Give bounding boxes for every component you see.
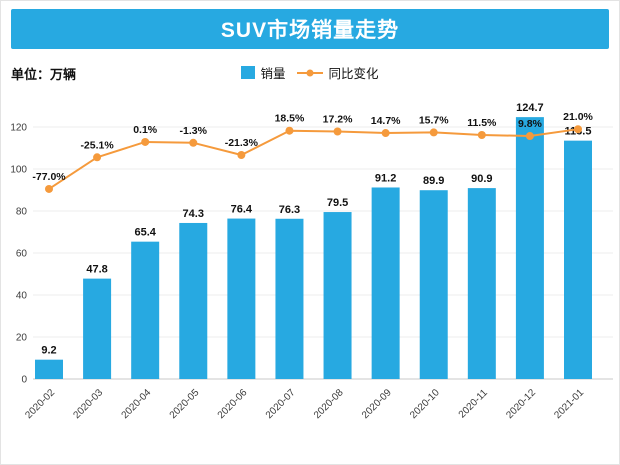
y-axis-label: 0 <box>21 375 27 386</box>
yoy-marker <box>141 137 150 146</box>
y-axis-label: 120 <box>10 123 27 134</box>
sales-legend-label: 销量 <box>260 67 286 81</box>
unit-label: 单位：万辆 <box>11 67 77 82</box>
sales-value-label: 76.4 <box>231 204 253 216</box>
yoy-value-label: 15.7% <box>419 114 449 126</box>
x-axis-label: 2021-01 <box>552 387 586 421</box>
x-axis-label: 2020-10 <box>408 387 442 421</box>
yoy-value-label: -25.1% <box>80 139 114 151</box>
x-axis-label: 2020-08 <box>312 387 346 421</box>
meta-row: 单位：万辆 销量 同比变化 <box>1 61 619 85</box>
x-axis-label: 2020-04 <box>120 387 154 421</box>
yoy-value-label: 21.0% <box>563 111 593 123</box>
yoy-marker <box>45 184 53 193</box>
yoy-legend-label: 同比变化 <box>328 67 379 81</box>
yoy-marker <box>525 132 534 141</box>
x-axis-label: 2020-03 <box>71 387 105 421</box>
suv-sales-chart: 0 20 40 60 80 100 120 9.2 47.8 65.4 74.3 76.4 76.3 79… <box>10 102 613 421</box>
sales-value-label: 9.2 <box>41 345 56 357</box>
y-axis-label: 20 <box>16 333 28 344</box>
sales-bar <box>419 190 448 379</box>
legend-item-sales: 销量 <box>241 63 286 82</box>
yoy-marker <box>381 129 390 138</box>
x-axis-label: 2020-05 <box>168 387 202 421</box>
yoy-marker <box>574 125 582 134</box>
yoy-value-label: 18.5% <box>275 113 305 125</box>
sales-bar <box>564 140 592 379</box>
x-axis-label: 2020-11 <box>457 387 491 421</box>
yoy-value-label: -77.0% <box>32 171 66 183</box>
chart-legend: 销量 同比变化 <box>1 63 619 82</box>
y-axis-label: 60 <box>16 249 28 260</box>
yoy-value-label: 17.2% <box>323 114 353 126</box>
sales-bar <box>467 188 496 379</box>
yoy-value-label: 11.5% <box>467 117 497 129</box>
sales-bar <box>323 212 352 379</box>
yoy-marker <box>285 126 294 135</box>
x-axis-label: 2020-06 <box>216 387 250 421</box>
yoy-marker <box>333 127 342 136</box>
yoy-legend-line <box>296 67 324 79</box>
sales-value-label: 74.3 <box>183 208 204 220</box>
yoy-marker <box>429 128 438 137</box>
sales-bar <box>131 241 160 379</box>
sales-bar <box>371 187 400 379</box>
x-axis-label: 2020-09 <box>360 387 394 421</box>
sales-value-label: 47.8 <box>86 264 107 276</box>
y-axis-label: 80 <box>16 207 28 218</box>
yoy-line <box>48 128 579 190</box>
yoy-marker <box>189 138 198 147</box>
sales-legend-swatch <box>241 66 256 79</box>
yoy-legend-line-icon <box>296 69 323 76</box>
yoy-value-label: -21.3% <box>225 137 259 149</box>
sales-value-label: 76.3 <box>279 204 300 216</box>
sales-bar <box>275 218 304 379</box>
legend-item-yoy: 同比变化 <box>296 63 379 82</box>
sales-bar <box>83 278 112 379</box>
sales-bar <box>179 222 208 379</box>
yoy-value-label: -1.3% <box>180 125 208 137</box>
sales-bar <box>35 359 63 379</box>
x-axis-label: 2020-07 <box>264 387 298 421</box>
yoy-value-label: 14.7% <box>371 115 401 127</box>
x-axis-label: 2020-12 <box>504 387 538 421</box>
page-title: SUV市场销量走势 <box>220 19 400 42</box>
sales-bar <box>227 218 256 379</box>
sales-value-label: 90.9 <box>471 173 492 185</box>
sales-value-label: 65.4 <box>134 227 156 239</box>
sales-bar <box>515 117 544 379</box>
yoy-marker <box>477 130 486 139</box>
y-axis-label: 100 <box>10 165 27 176</box>
yoy-value-label: 9.8% <box>518 118 543 130</box>
sales-value-label: 124.7 <box>516 102 544 114</box>
yoy-marker <box>93 153 102 162</box>
chart-title-banner: SUV市场销量走势 <box>11 9 609 49</box>
yoy-marker <box>237 150 246 159</box>
sales-value-label: 89.9 <box>423 175 444 187</box>
sales-value-label: 91.2 <box>375 172 396 184</box>
x-axis-label: 2020-02 <box>23 387 57 421</box>
sales-value-label: 79.5 <box>327 197 348 209</box>
y-axis-label: 40 <box>16 291 28 302</box>
yoy-value-label: 0.1% <box>133 124 158 136</box>
